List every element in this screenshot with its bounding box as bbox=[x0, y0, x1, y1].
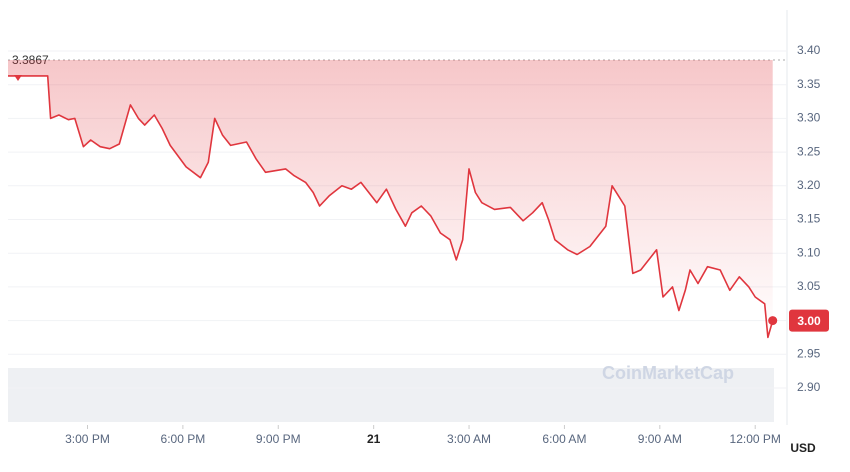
unit-label: USD bbox=[790, 441, 816, 455]
volume-band bbox=[8, 368, 774, 422]
y-tick-label: 3.30 bbox=[797, 111, 821, 125]
x-tick-label: 9:00 PM bbox=[256, 432, 301, 446]
x-tick-label: 9:00 AM bbox=[638, 432, 682, 446]
x-tick-label: 6:00 PM bbox=[161, 432, 206, 446]
x-tick-label: 6:00 AM bbox=[542, 432, 586, 446]
y-tick-label: 3.15 bbox=[797, 212, 821, 226]
last-point bbox=[768, 316, 778, 326]
y-tick-label: 3.40 bbox=[797, 43, 821, 57]
x-tick-label: 12:00 PM bbox=[730, 432, 781, 446]
y-tick-label: 3.35 bbox=[797, 77, 821, 91]
price-tag bbox=[789, 309, 829, 332]
price-area bbox=[8, 59, 773, 338]
x-tick-label: 21 bbox=[367, 432, 381, 446]
price-line bbox=[8, 75, 774, 339]
y-tick-label: 3.25 bbox=[797, 144, 821, 158]
y-tick-label: 2.95 bbox=[797, 346, 821, 360]
x-tick-label: 3:00 PM bbox=[65, 432, 110, 446]
price-tag-label: 3.00 bbox=[797, 314, 821, 328]
x-tick-label: 3:00 AM bbox=[447, 432, 491, 446]
y-tick-label: 3.10 bbox=[797, 245, 821, 259]
y-tick-label: 3.20 bbox=[797, 178, 821, 192]
y-tick-label: 2.90 bbox=[797, 380, 821, 394]
watermark: CoinMarketCap bbox=[602, 363, 734, 383]
y-tick-label: 3.05 bbox=[797, 279, 821, 293]
